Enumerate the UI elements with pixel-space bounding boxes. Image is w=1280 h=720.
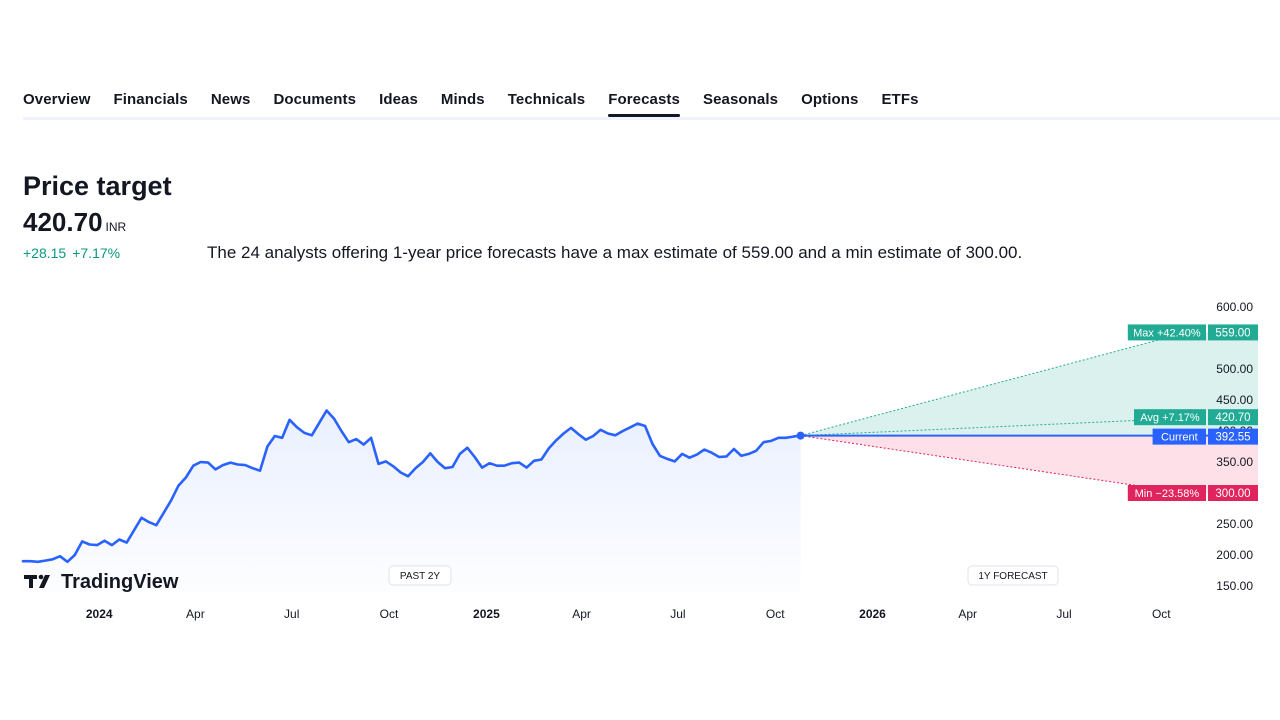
x-tick-label: 2025 (473, 607, 500, 621)
tab-ideas[interactable]: Ideas (379, 91, 418, 108)
x-axis: 2024 Apr Jul Oct 2025 Apr Jul Oct 2026 Apr Jul Oct (86, 607, 1171, 621)
forecast-downside-area (800, 435, 1258, 493)
change-percent: +7.17% (72, 245, 121, 261)
avg-tag: Avg +7.17% 420.70 (1134, 409, 1258, 426)
current-value-box (1208, 428, 1258, 445)
current-value: 392.55 (1215, 432, 1250, 444)
max-value-box (1208, 324, 1258, 341)
tab-forecasts[interactable]: Forecasts (608, 86, 680, 117)
max-value: 559.00 (1215, 327, 1250, 339)
price-history-line (21, 409, 802, 564)
x-tick-label: Jul (670, 607, 685, 621)
min-tag: Min −23.58% 300.00 (1127, 485, 1258, 501)
forecast-description: The 24 analysts offering 1-year price fo… (207, 243, 1023, 262)
x-tick-label: Oct (380, 607, 399, 621)
y-tick-label: 600.00 (1216, 300, 1253, 314)
y-tick-label: 250.00 (1216, 517, 1253, 531)
tab-financials[interactable]: Financials (113, 91, 188, 108)
min-value: 300.00 (1215, 488, 1250, 500)
current-label: Current (1161, 432, 1198, 444)
min-value-box (1208, 485, 1258, 501)
max-label-box (1127, 324, 1206, 341)
tab-technicals[interactable]: Technicals (507, 91, 586, 108)
price-tags: Max +42.40% 559.00 Avg +7.17% 420.70 Current… (1127, 324, 1258, 501)
y-tick-label: 500.00 (1216, 362, 1253, 376)
y-tick-label: 150.00 (1216, 579, 1253, 593)
y-tick-label: 200.00 (1216, 548, 1253, 562)
x-tick-label: Apr (186, 607, 205, 621)
change-absolute: +28.15 (23, 245, 67, 261)
avg-value-box (1208, 409, 1258, 426)
current-price-point (796, 431, 805, 440)
x-tick-label: Oct (766, 607, 785, 621)
tab-documents[interactable]: Documents (273, 91, 357, 108)
max-tag: Max +42.40% 559.00 (1127, 324, 1258, 341)
tradingview-logo-icon (24, 574, 50, 588)
price-change: +28.15 +7.17% (23, 245, 126, 261)
tab-etfs[interactable]: ETFs (881, 91, 919, 108)
tab-bar: Overview Financials News Documents Ideas… (23, 86, 942, 117)
past-period-chip: PAST 2Y (388, 565, 452, 586)
x-tick-label: Jul (284, 607, 299, 621)
y-tick-label: 350.00 (1216, 455, 1253, 469)
tab-news[interactable]: News (210, 91, 251, 108)
x-tick-label: Apr (958, 607, 977, 621)
max-label: Max +42.40% (1133, 327, 1201, 339)
y-tick-label: 450.00 (1216, 393, 1253, 407)
forecast-period-label: 1Y FORECAST (978, 571, 1047, 582)
tab-options[interactable]: Options (801, 91, 859, 108)
page-title: Price target (23, 171, 172, 201)
currency-label: INR (105, 220, 127, 234)
tradingview-logo-text: TradingView (61, 571, 179, 593)
x-tick-label: 2024 (86, 607, 113, 621)
current-label-box (1152, 428, 1206, 445)
x-tick-label: Oct (1152, 607, 1171, 621)
x-tick-label: Jul (1056, 607, 1071, 621)
tab-seasonals[interactable]: Seasonals (702, 91, 779, 108)
history-layer (21, 409, 805, 592)
tab-overview[interactable]: Overview (23, 91, 91, 108)
x-tick-label: 2026 (859, 607, 886, 621)
min-label: Min −23.58% (1135, 488, 1200, 500)
avg-label-box (1134, 409, 1206, 426)
forecast-period-chip: 1Y FORECAST (967, 565, 1059, 586)
current-tag: Current 392.55 (1152, 428, 1258, 445)
min-label-box (1127, 485, 1206, 501)
forecast-max-line (800, 331, 1187, 437)
forecast-min-line (800, 435, 1187, 494)
avg-label: Avg +7.17% (1140, 412, 1200, 424)
tradingview-logo: TradingView (24, 571, 179, 593)
past-period-label: PAST 2Y (400, 571, 441, 582)
tab-bar-divider (23, 117, 1280, 120)
price-target-value: 420.70 INR (23, 207, 126, 238)
forecast-avg-line (800, 417, 1187, 437)
avg-value: 420.70 (1215, 412, 1250, 424)
price-value: 420.70 (23, 207, 103, 237)
x-tick-label: Apr (572, 607, 591, 621)
tab-minds[interactable]: Minds (440, 91, 485, 108)
price-history-area (23, 410, 801, 592)
